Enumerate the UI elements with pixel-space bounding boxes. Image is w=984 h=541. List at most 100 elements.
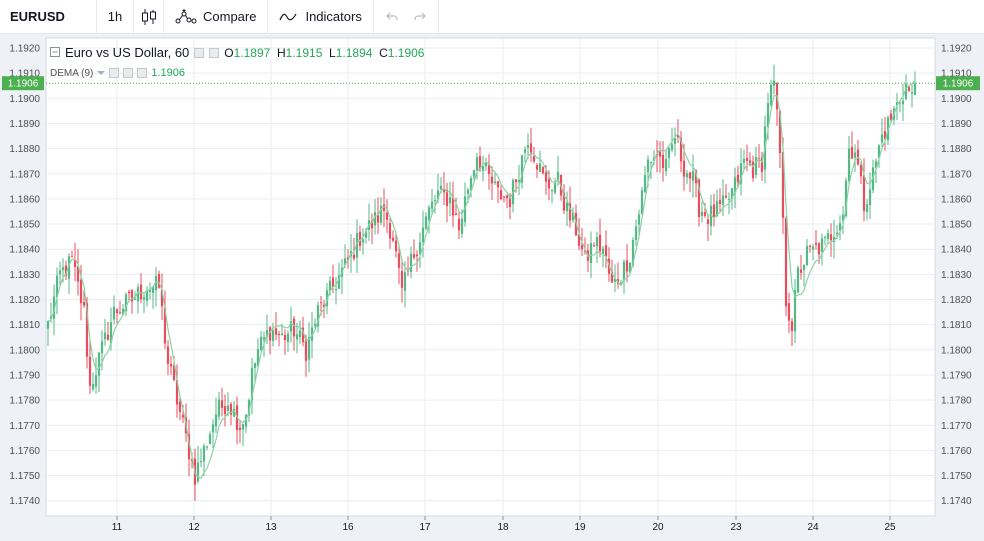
- legend-settings-icon[interactable]: [209, 47, 220, 58]
- candle-body: [460, 218, 464, 234]
- candle-body: [277, 333, 281, 336]
- candle-body: [502, 196, 506, 198]
- x-tick-label: 13: [265, 522, 277, 533]
- candle-body: [673, 138, 677, 144]
- chevron-down-icon[interactable]: [97, 68, 106, 79]
- candle-body: [394, 240, 398, 252]
- candle-body: [577, 234, 581, 246]
- candle-body: [793, 290, 797, 332]
- candle-body: [754, 156, 758, 175]
- candle-body: [247, 400, 251, 416]
- candle-body: [328, 280, 332, 292]
- candle-body: [382, 204, 386, 212]
- close-value: 1.1906: [387, 45, 425, 60]
- price-axis-right[interactable]: 1.1740 1.1750 1.1760 1.1770 1.1780 1.1790 1.18…: [941, 44, 972, 508]
- y-tick-label-right: 1.1770: [941, 421, 972, 432]
- candlestick-chart[interactable]: 1.1740 1.1750 1.1760 1.1770 1.1780 1.1790 1.18…: [0, 36, 984, 536]
- compare-label: Compare: [203, 9, 257, 24]
- y-tick-label-left: 1.1890: [9, 119, 40, 130]
- candle-body: [61, 267, 65, 271]
- last-price-tag-right: [936, 76, 980, 91]
- candle-body: [337, 275, 341, 289]
- candle-body: [100, 341, 104, 354]
- legend-eye-icon[interactable]: [194, 47, 205, 58]
- candle-body: [682, 160, 686, 177]
- low-value: 1.1894: [335, 45, 373, 60]
- candle-body: [514, 179, 518, 183]
- compare-icon: [175, 8, 197, 25]
- symbol-selector[interactable]: EURUSD: [0, 0, 97, 33]
- redo-icon[interactable]: [413, 11, 427, 23]
- candle-body: [397, 253, 401, 268]
- candle-body: [547, 179, 551, 189]
- candle-body: [553, 183, 557, 193]
- indicator-name[interactable]: DEMA (9): [50, 67, 94, 79]
- indicator-close-icon[interactable]: [137, 68, 148, 78]
- candle-body: [811, 246, 815, 250]
- candle-body: [265, 330, 269, 337]
- candle-body: [274, 328, 278, 335]
- y-tick-label-right: 1.1750: [941, 471, 972, 482]
- y-tick-label-right: 1.1860: [941, 194, 972, 205]
- y-tick-label-right: 1.1800: [941, 345, 972, 356]
- indicator-legend: DEMA (9) 1.1906: [50, 67, 185, 79]
- candle-body: [385, 212, 389, 220]
- candle-body: [688, 172, 692, 179]
- candle-body: [205, 446, 209, 448]
- compare-button[interactable]: Compare: [164, 0, 269, 33]
- candlestick-icon: [141, 8, 157, 26]
- time-axis[interactable]: 11 12 13 16 17 18 19 20 23 24 25: [112, 516, 896, 533]
- candle-body: [178, 401, 182, 412]
- chart-type-button[interactable]: [134, 0, 164, 33]
- candle-body: [52, 296, 56, 319]
- candle-body: [904, 83, 908, 99]
- x-tick-label: 12: [188, 522, 200, 533]
- y-tick-label-right: 1.1760: [941, 446, 972, 457]
- candle-body: [208, 434, 212, 445]
- candles: [46, 64, 917, 501]
- last-price-tag-left: [2, 76, 44, 91]
- candle-body: [661, 154, 665, 168]
- candle-body: [880, 134, 884, 143]
- candle-body: [370, 221, 374, 229]
- y-tick-label-right: 1.1740: [941, 496, 972, 507]
- candle-body: [283, 334, 287, 341]
- candle-body: [133, 298, 137, 300]
- candle-body: [913, 83, 917, 95]
- y-tick-label-right: 1.1890: [941, 119, 972, 130]
- undo-icon[interactable]: [385, 11, 399, 23]
- candle-body: [817, 243, 821, 255]
- candle-body: [721, 195, 725, 205]
- candle-body: [361, 239, 365, 243]
- candle-body: [739, 163, 743, 184]
- candle-body: [706, 219, 710, 224]
- candle-body: [70, 256, 74, 258]
- indicators-button[interactable]: Indicators: [268, 0, 374, 33]
- candle-body: [859, 164, 863, 177]
- candle-body: [799, 269, 803, 273]
- x-tick-label: 11: [112, 522, 123, 533]
- candle-body: [493, 181, 497, 184]
- candle-body: [145, 291, 149, 301]
- candle-body: [781, 152, 785, 218]
- candle-body: [391, 237, 395, 241]
- indicator-eye-icon[interactable]: [109, 68, 120, 78]
- candle-body: [784, 218, 788, 307]
- interval-button[interactable]: 1h: [97, 0, 134, 33]
- candle-body: [421, 227, 425, 242]
- legend-collapse-icon[interactable]: [50, 45, 60, 60]
- candle-body: [694, 170, 698, 184]
- chart-container[interactable]: 1.1740 1.1750 1.1760 1.1770 1.1780 1.1790 1.18…: [0, 36, 984, 536]
- y-tick-label-left: 1.1760: [9, 446, 40, 457]
- candle-body: [103, 332, 107, 340]
- indicator-settings-icon[interactable]: [123, 68, 134, 78]
- candle-body: [742, 158, 746, 163]
- candle-body: [619, 282, 623, 286]
- symbol-label: EURUSD: [10, 9, 65, 24]
- indicators-label: Indicators: [305, 9, 362, 24]
- candle-body: [181, 414, 185, 418]
- candle-body: [853, 152, 857, 158]
- candle-body: [724, 195, 728, 198]
- candle-body: [604, 245, 608, 257]
- y-tick-label-left: 1.1850: [9, 220, 40, 231]
